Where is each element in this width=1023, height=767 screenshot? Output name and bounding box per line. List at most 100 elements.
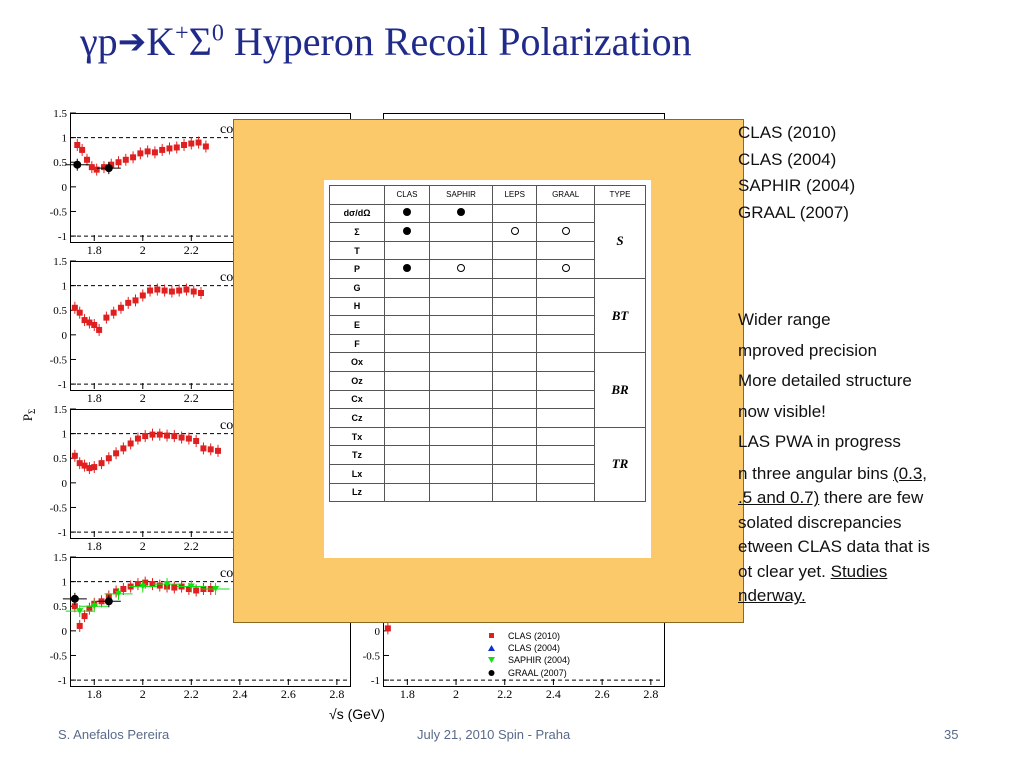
table-cell — [428, 296, 494, 317]
legend-item: CLAS (2004) — [738, 149, 837, 169]
data-point-clas2010 — [178, 434, 185, 441]
data-point-clas2010 — [198, 290, 205, 296]
filled-dot-icon — [402, 226, 411, 235]
data-point-clas2010 — [137, 150, 144, 157]
type-cell: S — [594, 203, 646, 279]
y-tick-label: -1 — [371, 675, 380, 687]
data-point-clas2010 — [139, 292, 146, 299]
table-cell — [428, 333, 494, 354]
data-point-clas2010 — [144, 148, 151, 155]
x-tick-label: 2.2 — [184, 391, 199, 405]
table-cell — [536, 482, 595, 503]
data-point-clas2010 — [86, 605, 93, 612]
x-tick-label: 2 — [140, 687, 146, 701]
data-point-saphir — [187, 583, 195, 590]
table-cell — [384, 370, 430, 391]
legend-marker-graal — [488, 670, 495, 676]
table-cell — [384, 482, 430, 503]
arrow-right-icon: ➔ — [117, 24, 147, 61]
legend-item: GRAAL (2007) — [738, 202, 849, 222]
data-point-clas2010 — [149, 431, 156, 438]
top-legend: CLAS (2010) CLAS (2004) SAPHIR (2004) GR… — [738, 120, 855, 226]
y-tick-label: 0 — [62, 626, 68, 638]
table-cell — [492, 333, 538, 354]
x-tick-label: 1.8 — [400, 687, 415, 701]
data-point-clas2010 — [110, 309, 117, 316]
data-point-clas2010 — [120, 586, 127, 592]
data-point-clas2010 — [127, 440, 134, 447]
data-point-clas2010 — [185, 586, 192, 592]
table-cell — [492, 389, 538, 410]
table-cell — [384, 203, 430, 224]
data-point-clas2010 — [168, 288, 175, 295]
y-tick-label: 0.5 — [53, 601, 67, 613]
data-point-clas2010 — [207, 446, 214, 453]
data-point-clas2010 — [134, 435, 141, 442]
y-tick-label: -0.5 — [50, 650, 68, 662]
table-row: Tx TR — [329, 426, 646, 503]
y-tick-label: 0 — [62, 478, 68, 490]
observable-cell: E — [329, 315, 385, 335]
table-cell — [384, 463, 430, 484]
panel-label: co — [220, 122, 233, 137]
plot-legend: CLAS (2010) CLAS (2004) SAPHIR (2004) GR… — [488, 631, 570, 678]
x-tick-label: 2.2 — [497, 687, 512, 701]
data-point-clas2010 — [132, 297, 139, 304]
data-point-clas2010 — [81, 613, 88, 620]
data-point-saphir — [212, 586, 220, 592]
table-cell — [428, 352, 494, 372]
x-tick-label: 2 — [140, 539, 146, 553]
data-point-clas2010 — [81, 317, 88, 324]
table-header-cell — [329, 185, 385, 205]
table-cell — [428, 240, 494, 261]
data-point-clas2010 — [159, 146, 166, 153]
data-point-clas2010 — [120, 445, 127, 452]
observables-overlay: CLAS SAPHIR LEPS GRAAL TYPE dσ/dΩ S Σ T P G BT… — [233, 119, 744, 623]
table-cell — [492, 315, 538, 335]
table-cell — [536, 296, 595, 317]
bullet-item: now visible! — [738, 401, 826, 421]
table-cell — [536, 333, 595, 354]
table-row: H — [329, 296, 646, 317]
table-cell — [536, 370, 595, 391]
open-circle-icon — [457, 264, 466, 273]
observable-cell: Tx — [329, 426, 385, 447]
table-row: T — [329, 240, 646, 261]
table-cell — [536, 203, 595, 224]
table-cell — [536, 277, 595, 298]
data-point-saphir — [163, 581, 171, 588]
data-point-clas2010 — [166, 145, 173, 152]
data-point-clas2010 — [81, 462, 88, 469]
open-circle-icon — [561, 226, 570, 235]
panel-label: co — [220, 418, 233, 433]
table-cell — [492, 259, 538, 279]
y-tick-label: 1 — [62, 133, 68, 145]
table-cell — [428, 315, 494, 335]
data-point-saphir — [90, 603, 98, 610]
data-point-clas2010 — [171, 433, 178, 440]
observable-cell: Oz — [329, 370, 385, 391]
table-header-cell: GRAAL — [536, 185, 595, 205]
data-point-clas2010 — [156, 431, 163, 438]
data-point-clas2010 — [190, 288, 197, 295]
y-tick-label: 1.5 — [53, 256, 67, 268]
data-point-clas2010 — [122, 156, 129, 163]
data-point-clas2010 — [188, 140, 195, 147]
data-point-clas2010 — [76, 309, 83, 316]
data-point-clas2010 — [134, 581, 141, 588]
data-point-clas2010 — [384, 625, 391, 632]
data-point-clas2010 — [108, 161, 115, 168]
table-cell — [384, 352, 430, 372]
observable-cell: Cz — [329, 408, 385, 428]
data-point-clas2010 — [105, 455, 112, 462]
table-cell — [536, 445, 595, 465]
y-tick-label: 1.5 — [53, 552, 67, 564]
y-tick-label: -1 — [58, 231, 67, 243]
data-point-clas2010 — [147, 287, 154, 294]
legend-item: SAPHIR (2004) — [738, 176, 856, 195]
y-tick-label: -0.5 — [50, 354, 68, 366]
table-cell — [384, 277, 430, 298]
data-point-clas2010 — [71, 304, 78, 311]
filled-dot-icon — [402, 264, 411, 273]
plot-legend-item: CLAS (2010) — [508, 631, 560, 641]
